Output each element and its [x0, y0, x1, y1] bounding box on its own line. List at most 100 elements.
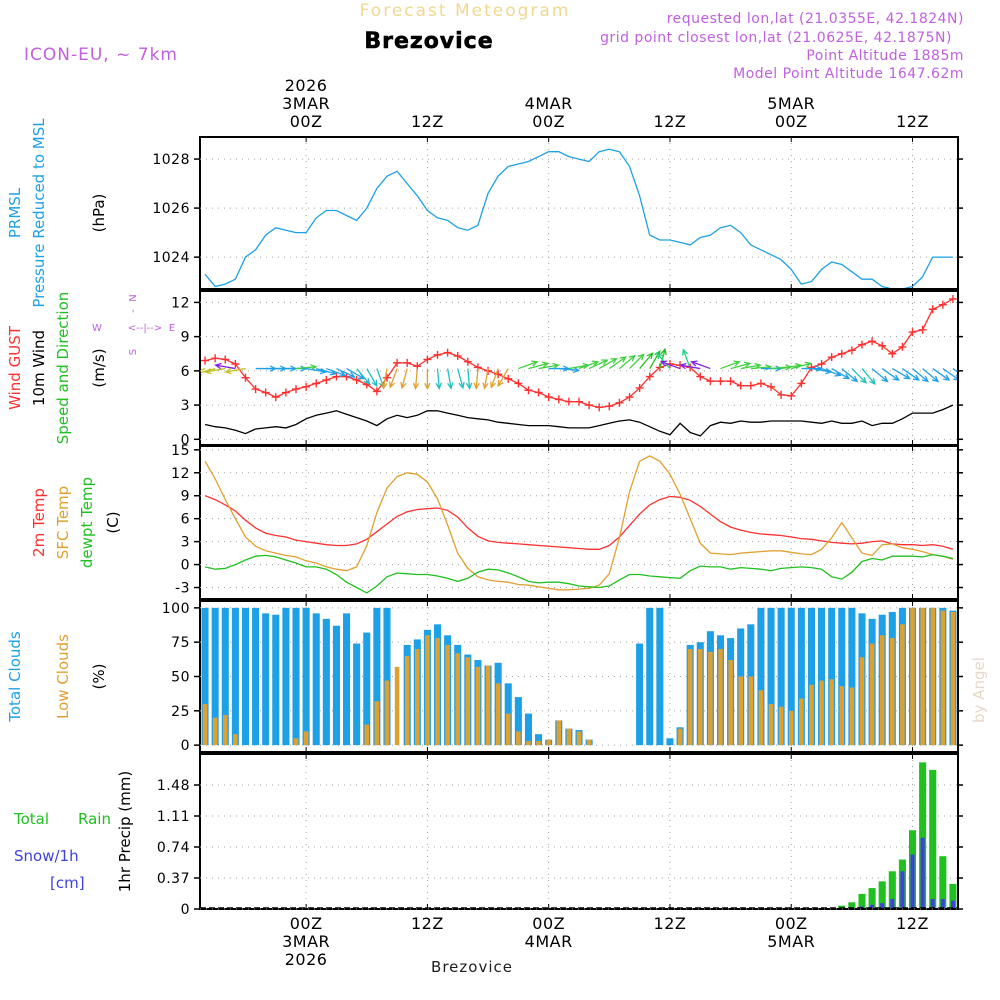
wind-direction-arrow	[639, 352, 654, 369]
bar-low-clouds	[505, 713, 511, 746]
arrow-shaft	[518, 361, 538, 370]
bar-total-clouds	[807, 607, 815, 746]
gust-marker	[271, 393, 280, 402]
bar-total-rain	[878, 881, 886, 908]
y-axis-label: 1hr Precip (mm)	[116, 771, 134, 892]
arrow-shaft	[436, 368, 440, 389]
gust-marker	[241, 373, 250, 382]
arrow-shaft	[629, 353, 645, 370]
bar-low-clouds	[829, 679, 834, 746]
wind-direction-arrow	[912, 368, 929, 383]
arrow-shaft	[578, 361, 599, 370]
arrow-head	[601, 359, 609, 366]
wind-direction-arrow	[730, 361, 752, 370]
wind-direction-arrow	[558, 366, 581, 374]
wind-direction-arrow	[891, 368, 911, 380]
arrow-head	[424, 382, 431, 391]
gust-marker	[645, 372, 654, 381]
arrow-head	[435, 382, 442, 390]
bar-total-rain	[939, 856, 947, 908]
plot-area-precip	[201, 762, 957, 908]
gust-marker	[372, 387, 381, 396]
panel-label: PRMSL	[6, 187, 24, 238]
panels-layer: 1024 1026 1028 PRMSL Pressure Reduced to MSL…	[6, 76, 963, 969]
y-tick-label: 100	[162, 601, 190, 617]
wind-direction-arrow	[336, 367, 356, 378]
arrow-head	[610, 357, 618, 364]
arrow-shaft	[336, 367, 355, 378]
wind-direction-arrow	[366, 368, 378, 388]
gust-marker	[514, 379, 523, 388]
arrow-head	[637, 353, 645, 361]
wind-direction-arrow	[204, 367, 226, 375]
arrow-shaft	[691, 361, 711, 370]
arrow-shaft	[851, 368, 867, 384]
bar-low-clouds	[233, 734, 238, 746]
bar-total-clouds	[828, 607, 836, 746]
arrow-shaft	[740, 364, 761, 370]
gust-marker	[787, 391, 796, 400]
arrow-shaft	[871, 368, 888, 382]
wind-direction-arrow	[679, 362, 701, 370]
arrow-head	[214, 362, 222, 370]
wind-direction-arrow	[482, 368, 489, 390]
gust-marker	[292, 385, 301, 394]
arrow-shaft	[389, 368, 398, 388]
arrow-head	[842, 373, 851, 380]
wind-direction-arrow	[932, 368, 951, 381]
arrow-shaft	[215, 364, 236, 370]
arrow-shaft	[201, 367, 206, 371]
gust-marker	[403, 358, 412, 367]
point-altitude: Point Altitude 1885m	[806, 48, 964, 64]
gust-marker	[868, 337, 877, 346]
arrow-head	[656, 352, 663, 360]
bottom-time-label: 00Z	[775, 914, 808, 933]
arrow-head	[903, 373, 911, 380]
bar-total-clouds	[353, 643, 361, 746]
bar-low-clouds	[455, 653, 460, 746]
arrow-shaft	[598, 358, 617, 370]
bar-total-clouds	[302, 607, 310, 746]
panel-label: Speed and Direction	[54, 292, 72, 445]
wind-direction-arrow	[497, 368, 509, 388]
wind-direction-arrow	[400, 368, 408, 390]
model-label: ICON-EU, ~ 7km	[24, 45, 178, 65]
bar-low-clouds	[384, 680, 390, 746]
arrow-shaft	[781, 364, 801, 370]
arrow-head	[804, 361, 813, 368]
arrow-shaft	[467, 368, 471, 389]
y-tick-label: 9	[181, 330, 190, 346]
bar-low-clouds	[404, 655, 410, 746]
gust-marker	[605, 402, 614, 411]
bottom-time-label: 00Z	[532, 914, 565, 933]
top-time-label: 2026	[285, 76, 328, 95]
arrow-head	[371, 379, 378, 388]
wind-direction-arrow	[465, 368, 473, 390]
y-tick-label: 1024	[152, 250, 190, 266]
arrow-shaft	[682, 349, 691, 369]
arrow-shaft	[366, 368, 378, 387]
y-tick-label: 12	[171, 295, 190, 311]
bar-low-clouds	[900, 624, 905, 746]
arrow-shaft	[558, 367, 579, 371]
y-tick-label: 1.11	[157, 809, 190, 825]
arrow-shaft	[382, 368, 388, 389]
panel-pressure: 1024 1026 1028 PRMSL Pressure Reduced to MSL…	[6, 118, 963, 308]
arrow-head	[381, 382, 388, 390]
arrow-shaft	[588, 359, 608, 370]
bar-low-clouds	[415, 649, 420, 746]
arrow-head	[682, 348, 689, 356]
panel-clouds: 0 25 50 75 100 Total Clouds Low Clouds (%)	[6, 600, 963, 754]
wind-direction-arrow	[295, 364, 318, 371]
bar-low-clouds	[475, 666, 481, 746]
gust-marker	[302, 382, 311, 391]
y-tick-label: 1026	[152, 201, 190, 217]
bar-low-clouds	[778, 706, 784, 746]
bar-total-rain	[919, 762, 927, 908]
arrow-head	[912, 374, 921, 381]
bar-total-clouds	[343, 613, 351, 746]
top-time-label: 12Z	[411, 112, 444, 131]
wind-direction-arrow	[201, 367, 216, 376]
bar-low-clouds	[687, 649, 693, 746]
